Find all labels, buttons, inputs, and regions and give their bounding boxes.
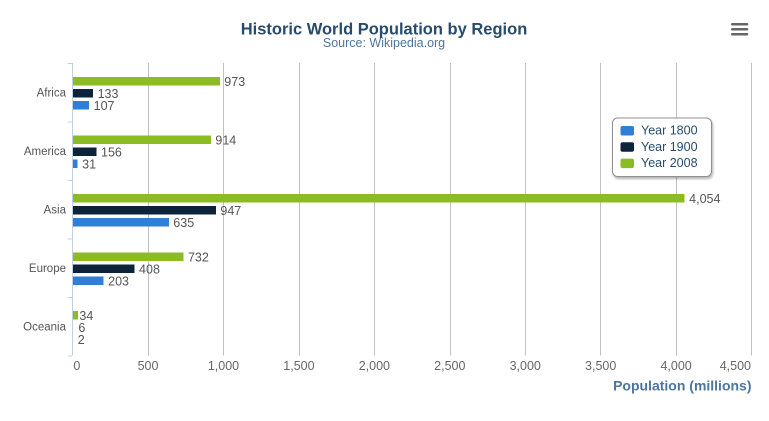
svg-text:4,000: 4,000 xyxy=(660,359,691,373)
svg-text:Year 2008: Year 2008 xyxy=(641,156,698,170)
svg-text:133: 133 xyxy=(98,87,119,101)
svg-text:635: 635 xyxy=(173,216,194,230)
svg-text:947: 947 xyxy=(220,204,241,218)
svg-text:34: 34 xyxy=(79,309,93,323)
svg-text:Year 1900: Year 1900 xyxy=(641,140,698,154)
svg-text:Historic World Population by R: Historic World Population by Region xyxy=(241,21,528,39)
svg-text:Africa: Africa xyxy=(37,87,67,99)
svg-text:2,000: 2,000 xyxy=(359,359,390,373)
svg-text:2,500: 2,500 xyxy=(434,359,465,373)
svg-text:Oceania: Oceania xyxy=(23,321,66,333)
svg-text:107: 107 xyxy=(94,99,115,113)
svg-text:6: 6 xyxy=(78,321,85,335)
svg-text:Population (millions): Population (millions) xyxy=(613,378,751,394)
svg-text:Asia: Asia xyxy=(44,204,67,216)
svg-text:Year 1800: Year 1800 xyxy=(641,124,698,138)
svg-text:203: 203 xyxy=(108,274,129,288)
svg-text:3,500: 3,500 xyxy=(585,359,616,373)
svg-text:408: 408 xyxy=(139,262,160,276)
svg-text:914: 914 xyxy=(215,133,236,147)
svg-text:Source: Wikipedia.org: Source: Wikipedia.org xyxy=(323,36,445,50)
svg-text:973: 973 xyxy=(224,75,245,89)
svg-text:Europe: Europe xyxy=(29,263,66,275)
svg-text:1,000: 1,000 xyxy=(208,359,239,373)
svg-text:732: 732 xyxy=(188,250,209,264)
svg-text:500: 500 xyxy=(138,359,159,373)
svg-text:4,054: 4,054 xyxy=(689,192,720,206)
svg-text:1,500: 1,500 xyxy=(283,359,314,373)
svg-text:America: America xyxy=(24,146,67,158)
svg-text:0: 0 xyxy=(73,359,80,373)
svg-text:4,500: 4,500 xyxy=(720,359,751,373)
svg-text:2: 2 xyxy=(78,333,85,347)
svg-text:156: 156 xyxy=(101,145,122,159)
svg-text:3,000: 3,000 xyxy=(510,359,541,373)
svg-text:31: 31 xyxy=(82,157,96,171)
